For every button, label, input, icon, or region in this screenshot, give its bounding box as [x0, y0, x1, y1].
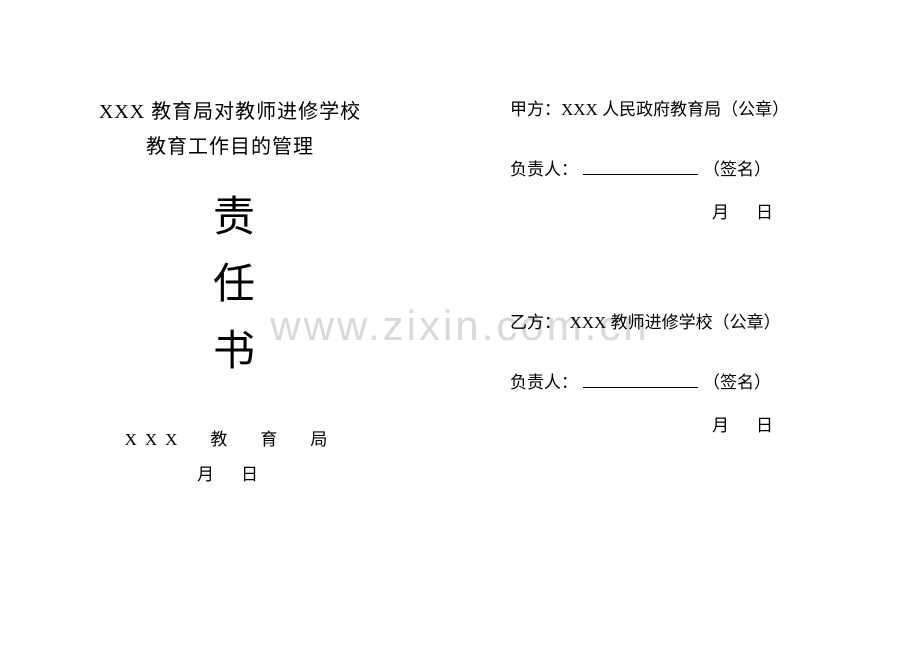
page-container: www.zixin.com.cn XXX 教育局对教师进修学校 教育工作目的管理… — [0, 0, 920, 651]
party-b-label: 乙方： XXX 教师进修学校（公章） — [510, 308, 870, 333]
content-layer: XXX 教育局对教师进修学校 教育工作目的管理 责任书 XXX 教 育 局 月 … — [0, 0, 920, 651]
signature-underline — [583, 174, 698, 175]
signature-underline — [583, 387, 698, 388]
party-b-date: 月 日 — [510, 411, 870, 436]
party-a-date: 月 日 — [510, 198, 870, 223]
issuer: XXX 教 育 局 — [125, 425, 336, 450]
issuer-date: 月 日 — [197, 460, 263, 485]
party-a-signer-prefix: 负责人： — [510, 160, 578, 179]
left-column: XXX 教育局对教师进修学校 教育工作目的管理 责任书 XXX 教 育 局 月 … — [0, 0, 460, 651]
party-b-signer-suffix: （签名） — [703, 373, 771, 392]
title-line-2: 教育工作目的管理 — [146, 130, 314, 159]
party-b-signature: 负责人： （签名） — [510, 368, 870, 393]
title-line-1: XXX 教育局对教师进修学校 — [99, 95, 361, 124]
vertical-title: 责任书 — [200, 194, 261, 395]
party-a-signature: 负责人： （签名） — [510, 155, 870, 180]
party-b-signer-prefix: 负责人： — [510, 373, 578, 392]
party-b-section: 乙方： XXX 教师进修学校（公章） 负责人： （签名） 月 日 — [510, 308, 870, 436]
party-a-section: 甲方：XXX 人民政府教育局（公章） 负责人： （签名） 月 日 — [510, 95, 870, 223]
party-a-signer-suffix: （签名） — [703, 160, 771, 179]
party-a-label: 甲方：XXX 人民政府教育局（公章） — [510, 95, 870, 120]
right-column: 甲方：XXX 人民政府教育局（公章） 负责人： （签名） 月 日 乙方： XXX … — [460, 0, 920, 651]
